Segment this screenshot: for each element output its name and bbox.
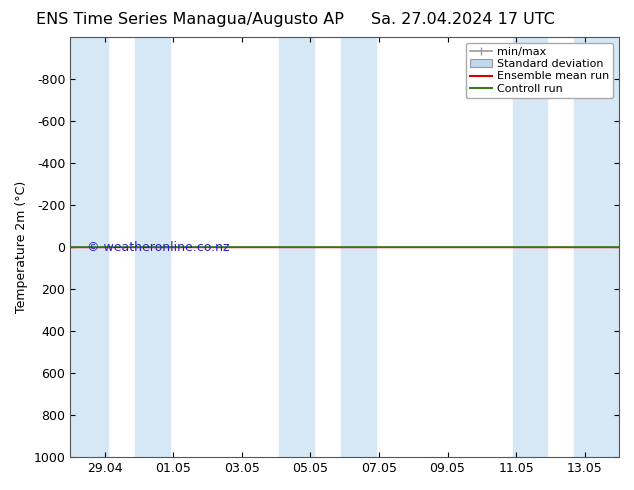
- Bar: [341, 37, 375, 457]
- Bar: [280, 37, 314, 457]
- Text: ENS Time Series Managua/Augusto AP: ENS Time Series Managua/Augusto AP: [36, 12, 344, 27]
- Bar: [136, 37, 170, 457]
- Text: Sa. 27.04.2024 17 UTC: Sa. 27.04.2024 17 UTC: [371, 12, 555, 27]
- Y-axis label: Temperature 2m (°C): Temperature 2m (°C): [15, 181, 28, 313]
- Text: © weatheronline.co.nz: © weatheronline.co.nz: [87, 241, 230, 254]
- Bar: [574, 37, 619, 457]
- Bar: [513, 37, 547, 457]
- Bar: [70, 37, 108, 457]
- Legend: min/max, Standard deviation, Ensemble mean run, Controll run: min/max, Standard deviation, Ensemble me…: [465, 43, 614, 98]
